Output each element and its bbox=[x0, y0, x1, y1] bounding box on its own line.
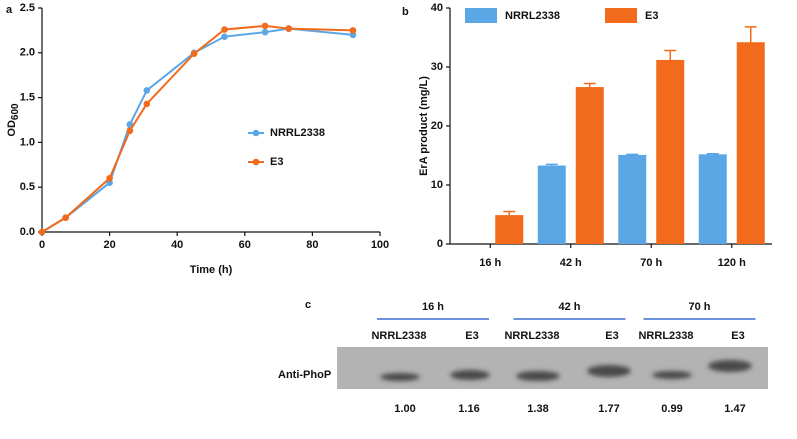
group-label: 70 h bbox=[688, 301, 710, 313]
y-tick-label: 0.0 bbox=[20, 226, 35, 238]
data-point bbox=[221, 26, 228, 33]
y-tick-label: 0.5 bbox=[20, 181, 35, 193]
legend-label: NRRL2338 bbox=[270, 127, 325, 139]
legend-marker bbox=[252, 129, 260, 137]
legend-marker bbox=[252, 158, 260, 166]
lane-label: NRRL2338 bbox=[504, 330, 559, 342]
y-tick-label: 0 bbox=[437, 238, 443, 250]
x-tick-label: 120 h bbox=[718, 257, 746, 269]
panel-label: c bbox=[305, 299, 311, 311]
error-bar bbox=[545, 163, 558, 166]
data-point bbox=[221, 33, 228, 40]
series-line bbox=[41, 27, 354, 233]
x-tick-label: 42 h bbox=[560, 257, 582, 269]
data-point bbox=[62, 214, 69, 221]
band-value: 1.38 bbox=[527, 403, 548, 415]
lane-label: NRRL2338 bbox=[638, 330, 693, 342]
data-point bbox=[143, 100, 151, 108]
bar bbox=[495, 215, 524, 244]
band-value: 1.16 bbox=[458, 403, 479, 415]
y-tick-label: 2.0 bbox=[20, 47, 35, 59]
y-tick-label: 2.5 bbox=[20, 2, 35, 14]
data-point bbox=[106, 174, 113, 182]
error-whisker bbox=[545, 163, 558, 166]
bar bbox=[656, 59, 685, 244]
y-tick-label: 30 bbox=[431, 61, 443, 73]
bar bbox=[618, 154, 647, 244]
legend-swatch bbox=[605, 8, 637, 23]
legend-label: E3 bbox=[645, 10, 658, 22]
error-bar bbox=[583, 82, 596, 88]
y-tick-label: 1.0 bbox=[20, 136, 35, 148]
error-bar bbox=[626, 153, 639, 156]
x-tick-label: 0 bbox=[39, 239, 45, 251]
lane-label: E3 bbox=[731, 330, 744, 342]
bar bbox=[736, 42, 765, 244]
data-point bbox=[190, 50, 198, 57]
blot-membrane bbox=[337, 347, 768, 389]
data-point bbox=[38, 228, 46, 236]
series-line bbox=[41, 24, 353, 233]
group-label: 42 h bbox=[558, 301, 580, 313]
band-value: 1.00 bbox=[394, 403, 415, 415]
error-whisker bbox=[744, 26, 757, 43]
legend-label: NRRL2338 bbox=[505, 10, 560, 22]
data-point bbox=[261, 22, 269, 30]
y-axis-label: ErA product (mg/L) bbox=[418, 76, 430, 176]
data-point bbox=[126, 127, 134, 135]
blot-bands bbox=[380, 360, 752, 381]
data-point bbox=[143, 87, 151, 94]
y-axis-label-subscript: 600 bbox=[10, 103, 21, 120]
legend-label: E3 bbox=[270, 156, 283, 168]
error-bar bbox=[503, 210, 516, 216]
panel-label: a bbox=[6, 4, 13, 16]
x-tick-label: 40 bbox=[171, 239, 183, 251]
y-tick-label: 10 bbox=[431, 179, 443, 191]
error-bar bbox=[706, 152, 719, 155]
data-point bbox=[261, 28, 269, 36]
y-tick-label: 40 bbox=[431, 2, 443, 14]
x-tick-label: 16 h bbox=[479, 257, 501, 269]
error-whisker bbox=[706, 152, 719, 155]
lane-label: E3 bbox=[465, 330, 478, 342]
x-tick-label: 60 bbox=[239, 239, 251, 251]
error-bar bbox=[664, 49, 677, 60]
data-point bbox=[285, 25, 293, 32]
error-bar bbox=[744, 26, 757, 43]
data-point bbox=[349, 27, 357, 34]
x-tick-label: 80 bbox=[306, 239, 318, 251]
y-axis-label-main: OD bbox=[6, 120, 18, 137]
error-whisker bbox=[583, 82, 596, 88]
y-tick-label: 20 bbox=[431, 120, 443, 132]
lane-label: E3 bbox=[605, 330, 618, 342]
lane-label: NRRL2338 bbox=[371, 330, 426, 342]
row-label: Anti-PhoP bbox=[278, 369, 331, 381]
error-whisker bbox=[664, 49, 677, 60]
data-point bbox=[126, 121, 134, 128]
error-whisker bbox=[503, 210, 516, 216]
x-tick-label: 100 bbox=[371, 239, 389, 251]
band-value: 1.47 bbox=[724, 403, 745, 415]
band-value: 0.99 bbox=[661, 403, 682, 415]
x-tick-label: 20 bbox=[103, 239, 115, 251]
panel-label: b bbox=[402, 6, 409, 18]
band-value: 1.77 bbox=[598, 403, 619, 415]
y-axis-label: OD600 bbox=[6, 103, 21, 137]
bar bbox=[537, 165, 566, 244]
bar bbox=[575, 87, 604, 244]
group-label: 16 h bbox=[422, 301, 444, 313]
x-axis-label: Time (h) bbox=[190, 264, 233, 276]
y-tick-label: 1.5 bbox=[20, 92, 35, 104]
bar bbox=[698, 154, 727, 244]
legend-swatch bbox=[465, 8, 497, 23]
x-tick-label: 70 h bbox=[640, 257, 662, 269]
error-whisker bbox=[626, 153, 639, 156]
